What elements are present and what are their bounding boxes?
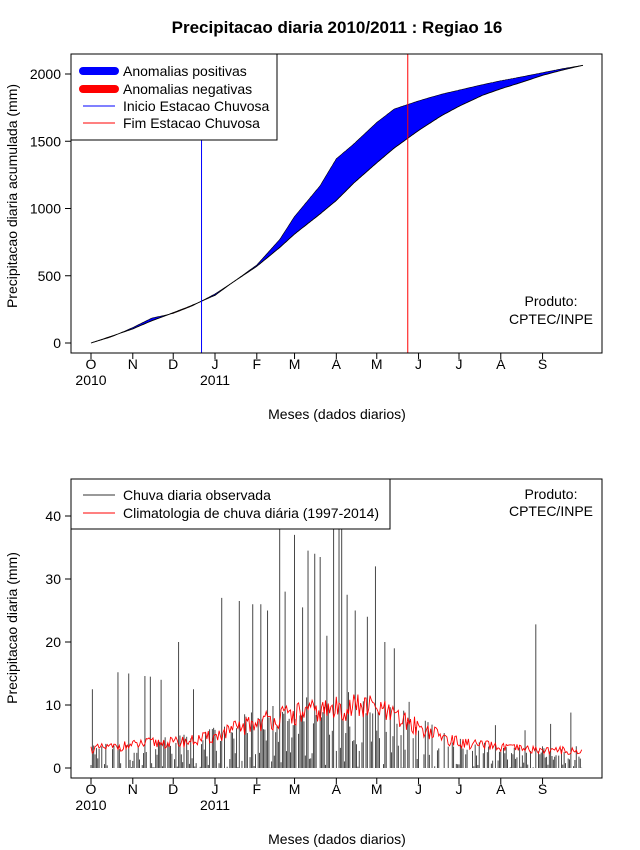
chart2-year-label: 2011	[200, 797, 230, 813]
chart1-x-tick-label: M	[371, 356, 383, 372]
anomaly-positive-area	[200, 65, 583, 302]
chart1-x-tick-label: M	[289, 356, 301, 372]
chart1-x-tick-label: O	[86, 356, 97, 372]
chart2-x-tick-label: A	[332, 781, 342, 797]
chart1-y-tick-label: 0	[53, 335, 61, 351]
observed-accumulated-line	[90, 65, 584, 344]
chart1-x-tick-label: J	[415, 356, 422, 372]
chart2-x-tick-label: O	[86, 781, 97, 797]
chart1-x-tick-label: F	[253, 356, 262, 372]
chart2-legend: Chuva diaria observada Climatologia de c…	[70, 478, 391, 530]
climatology-daily-line	[90, 694, 583, 756]
chart2-y-tick-label: 30	[45, 571, 61, 587]
chart1-product-line1: Produto:	[525, 293, 578, 309]
chart1-x-tick-label: S	[538, 356, 547, 372]
chart2-x-tick-label: A	[496, 781, 506, 797]
chart2-x-tick-label: M	[371, 781, 383, 797]
chart1-legend-fim: Fim Estacao Chuvosa	[123, 115, 260, 131]
chart2-y-tick-label: 10	[45, 697, 61, 713]
chart1-legend-inicio: Inicio Estacao Chuvosa	[123, 98, 270, 114]
chart1-x-tick-label: A	[332, 356, 342, 372]
chart2-x-tick-label: N	[128, 781, 138, 797]
chart1-x-tick-label: D	[168, 356, 178, 372]
chart2-product-line2: CPTEC/INPE	[509, 503, 593, 519]
chart2-plot-area: 0 10 20 30 40 O N D J F M A M J J A S 2010 2011	[45, 478, 603, 813]
chart2-ylabel: Precipitacao diaria (mm)	[4, 552, 20, 704]
chart2-x-tick-label: J	[455, 781, 462, 797]
chart1-product-line2: CPTEC/INPE	[509, 311, 593, 327]
chart2-x-tick-label: M	[289, 781, 301, 797]
chart2-x-tick-label: F	[253, 781, 262, 797]
chart1-y-tick-label: 2000	[30, 66, 61, 82]
chart2-legend-observed: Chuva diaria observada	[123, 487, 271, 503]
chart1-y-tick-label: 1000	[30, 201, 61, 217]
chart1-x-tick-label: A	[496, 356, 506, 372]
chart2-legend-box	[70, 478, 391, 530]
chart2-year-label: 2010	[75, 797, 106, 813]
chart2-x-tick-label: J	[415, 781, 422, 797]
chart2-x-tick-label: J	[212, 781, 219, 797]
chart2-product-line1: Produto:	[525, 486, 578, 502]
chart1-legend: Anomalias positivas Anomalias negativas …	[70, 53, 278, 141]
chart1-x-tick-label: J	[212, 356, 219, 372]
chart1-y-tick-label: 500	[38, 268, 62, 284]
chart1-year-label: 2010	[75, 372, 106, 388]
chart2-xlabel: Meses (dados diarios)	[268, 831, 406, 847]
chart1-legend-positive: Anomalias positivas	[123, 63, 247, 79]
chart1-ylabel: Precipitacao diaria acumulada (mm)	[4, 84, 20, 308]
chart1-title: Precipitacao diaria 2010/2011 : Regiao 1…	[172, 18, 503, 37]
climatology-accumulated-line	[90, 64, 584, 344]
chart2-y-tick-label: 0	[53, 760, 61, 776]
chart2-x-tick-label: D	[168, 781, 178, 797]
chart1-x-tick-label: J	[455, 356, 462, 372]
chart2-x-tick-label: S	[538, 781, 547, 797]
chart1-x-tick-label: N	[128, 356, 138, 372]
chart1-y-tick-label: 1500	[30, 133, 61, 149]
chart1-legend-negative: Anomalias negativas	[123, 81, 252, 97]
chart2-y-tick-label: 40	[45, 508, 61, 524]
chart1-year-label: 2011	[200, 372, 230, 388]
chart2-y-tick-label: 20	[45, 634, 61, 650]
chart1-plot-area: 0 500 1000 1500 2000 O N D J F M A M J J A S 2010 2011	[30, 53, 603, 388]
chart1-xlabel: Meses (dados diarios)	[268, 406, 406, 422]
chart2-legend-climatology: Climatologia de chuva diária (1997-2014)	[123, 505, 379, 521]
